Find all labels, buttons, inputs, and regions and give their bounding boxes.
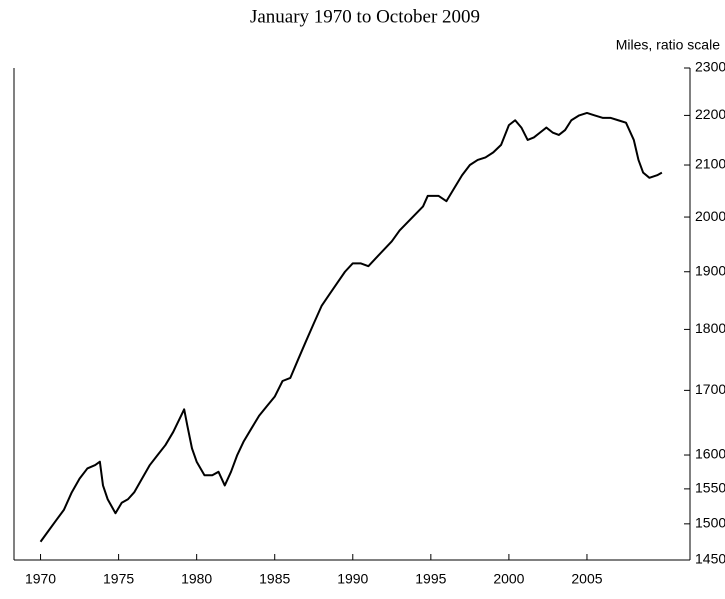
x-tick-label: 1980 <box>181 571 212 587</box>
y-axis-label: Miles, ratio scale <box>616 37 720 53</box>
y-tick-label: 1900 <box>695 262 725 278</box>
y-tick-label: 1450 <box>695 551 725 567</box>
chart-title: January 1970 to October 2009 <box>250 6 480 27</box>
y-tick-label: 1600 <box>695 446 725 462</box>
y-tick-label: 2100 <box>695 156 725 172</box>
y-tick-label: 2200 <box>695 106 725 122</box>
y-tick-label: 1700 <box>695 381 725 397</box>
y-tick-label: 2000 <box>695 208 725 224</box>
x-tick-label: 1990 <box>337 571 368 587</box>
x-tick-label: 1975 <box>103 571 134 587</box>
x-tick-label: 2005 <box>571 571 602 587</box>
y-tick-label: 1800 <box>695 320 725 336</box>
y-tick-label: 2300 <box>695 59 725 75</box>
x-tick-label: 2000 <box>493 571 524 587</box>
x-tick-label: 1970 <box>25 571 56 587</box>
x-tick-label: 1985 <box>259 571 290 587</box>
x-tick-label: 1995 <box>415 571 446 587</box>
y-tick-label: 1550 <box>695 480 725 496</box>
y-tick-label: 1500 <box>695 515 725 531</box>
data-line <box>39 111 663 543</box>
